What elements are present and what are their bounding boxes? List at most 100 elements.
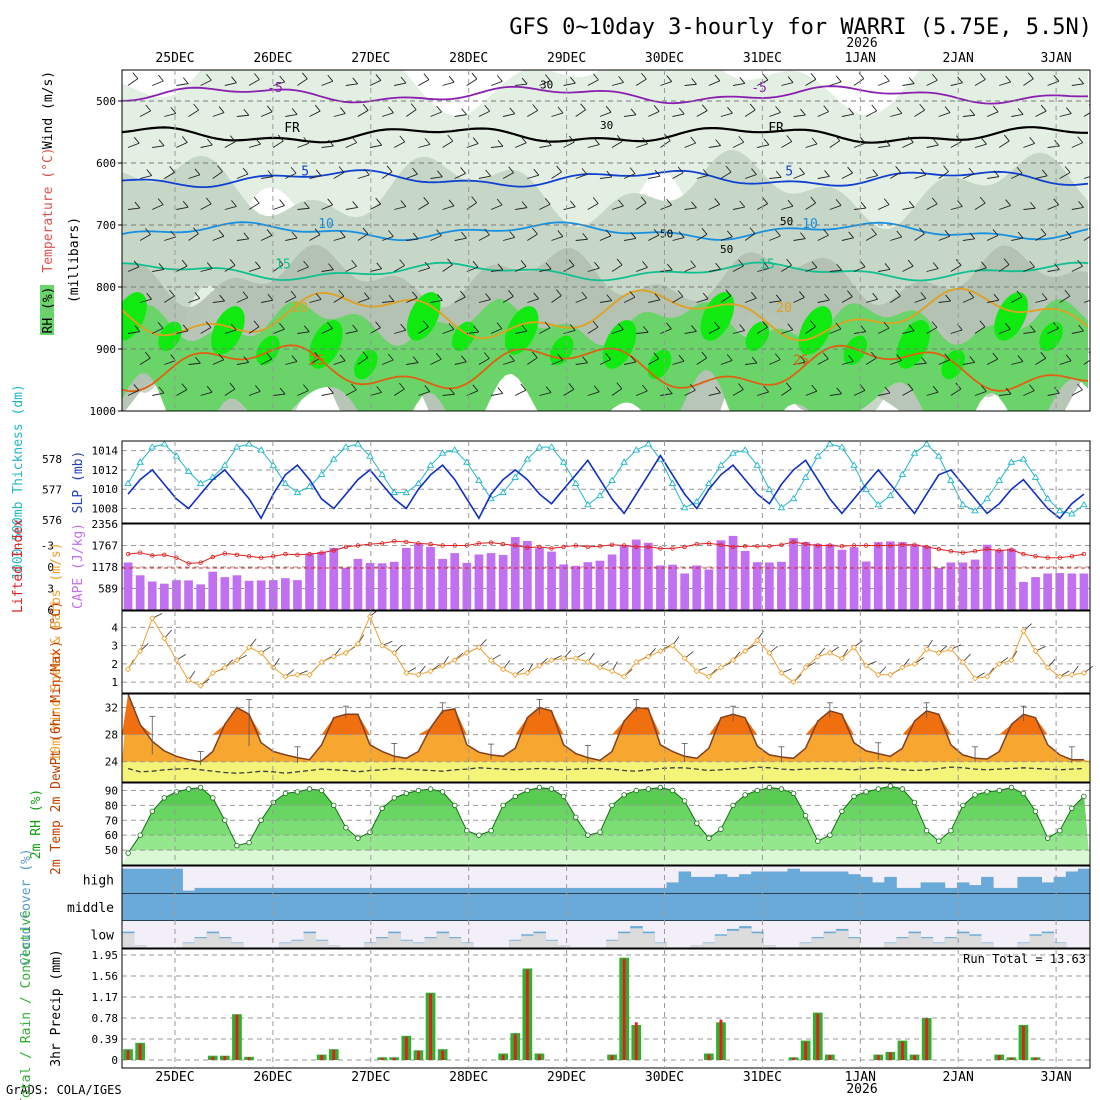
thickness-marker [959,500,967,508]
wind-barb [817,299,830,303]
cloud-bar [848,874,861,894]
rh-marker [355,835,361,841]
thickness-tick-label: 578 [42,453,62,466]
wind-barb [442,393,455,396]
cloud-bar [412,893,425,921]
cloud-low-bar [315,940,329,948]
cape-bar [922,546,931,610]
date-axis-top: 25DEC 26DEC 27DEC 28DEC 29DEC 30DEC 31DEC 1JAN 2… [155,51,1071,66]
wind-barb-flag [133,384,140,391]
li-marker [174,555,179,560]
wind-barb [769,300,782,303]
wind-barb [853,78,865,86]
wind-barb [333,360,346,365]
precip-tick-label: 1.56 [92,970,119,983]
wind-barb [817,111,829,117]
wind-barb [273,393,286,396]
precip-conv-bar [913,1055,916,1060]
thickness-marker [366,452,374,459]
wind-barb-flag [666,387,673,394]
wind-barb-flag [1029,260,1035,268]
cloud-bar [787,868,800,894]
wind-barb-flag [338,166,345,173]
wind-barb-flag [641,72,647,80]
wind-barb [381,112,394,117]
wind-barb [127,142,140,148]
wind-barb-flag [362,227,369,235]
wind-speed-marker [959,658,967,666]
wind-barb [769,359,781,365]
cape-bar [281,578,290,610]
wind-barb [732,206,745,210]
wind-barb [188,362,201,365]
wind-barb-flag [944,229,951,237]
cape-bar [184,580,193,610]
wind-barb-flag [193,227,199,235]
wind-barb [490,392,503,396]
wind-barb [127,207,140,210]
thickness-marker [947,476,955,483]
rh-marker [573,814,579,820]
wind-barb-flag [969,232,976,240]
cape-bar [631,539,641,610]
wind-barb [442,264,453,272]
cloud-low-bar [1017,943,1030,948]
wind-barb-flag [701,351,708,359]
wind-barb [938,300,951,303]
rh-marker [621,792,627,798]
wind-barb-flag [303,137,310,144]
wind-barb [974,143,987,148]
wind-barb [1011,113,1024,117]
wind-barb-flag [1078,324,1084,332]
wind-barb-flag [751,356,758,364]
cloud-low-bar [364,943,377,948]
wind-barb-flag [448,199,455,207]
cloud-bar [872,882,885,894]
isotherm-label: 10 [802,217,818,232]
rh-contour-label: 30 [540,79,553,92]
wind-barb [176,83,189,86]
isotherm-label: 15 [759,258,775,273]
wind-barb [200,144,213,148]
rh-marker [343,825,349,831]
wind-barb-flag [739,200,746,208]
wind-barb-flag [291,231,298,239]
wind-barb-flag [750,291,757,299]
wind-barb [720,295,732,303]
wind-barb-flag [1005,387,1012,395]
precip-conv-bar [513,1034,517,1060]
wind-barb [890,236,902,241]
wind-barb [236,297,249,303]
cloud-low-bar [714,935,728,948]
wind-barb-flag [255,137,261,145]
wind-barb [587,203,599,210]
wind-speed-marker [681,655,688,662]
li-marker [742,544,748,549]
thickness-marker [789,494,798,502]
wind-barb-flag [799,355,806,363]
rh-marker [379,805,385,811]
wind-barb [914,174,927,179]
wind-barb-flag [206,73,212,81]
li-marker [888,543,893,548]
wind-barb-flag [848,231,854,239]
cloud-bar [702,893,716,921]
wind-barb-flag [328,386,334,394]
wind-barb [720,171,732,179]
wind-barb-flag [424,138,431,145]
wind-barb [539,268,552,272]
thickness-marker [1031,473,1040,480]
wind-barb [139,175,152,179]
date-label-top: 27DEC [351,51,390,66]
wind-barb [236,114,249,117]
wind-barb [454,361,467,365]
thickness-marker [801,473,810,480]
cloud-bar [1065,871,1079,894]
wind-speed-marker [596,664,604,671]
wind-barb [563,388,575,396]
wind-speed-marker [911,660,918,667]
cloud-bar [981,876,994,894]
li-marker [452,543,457,548]
wind-barb-flag [725,165,732,173]
slp-tick-label: 1014 [92,445,119,458]
